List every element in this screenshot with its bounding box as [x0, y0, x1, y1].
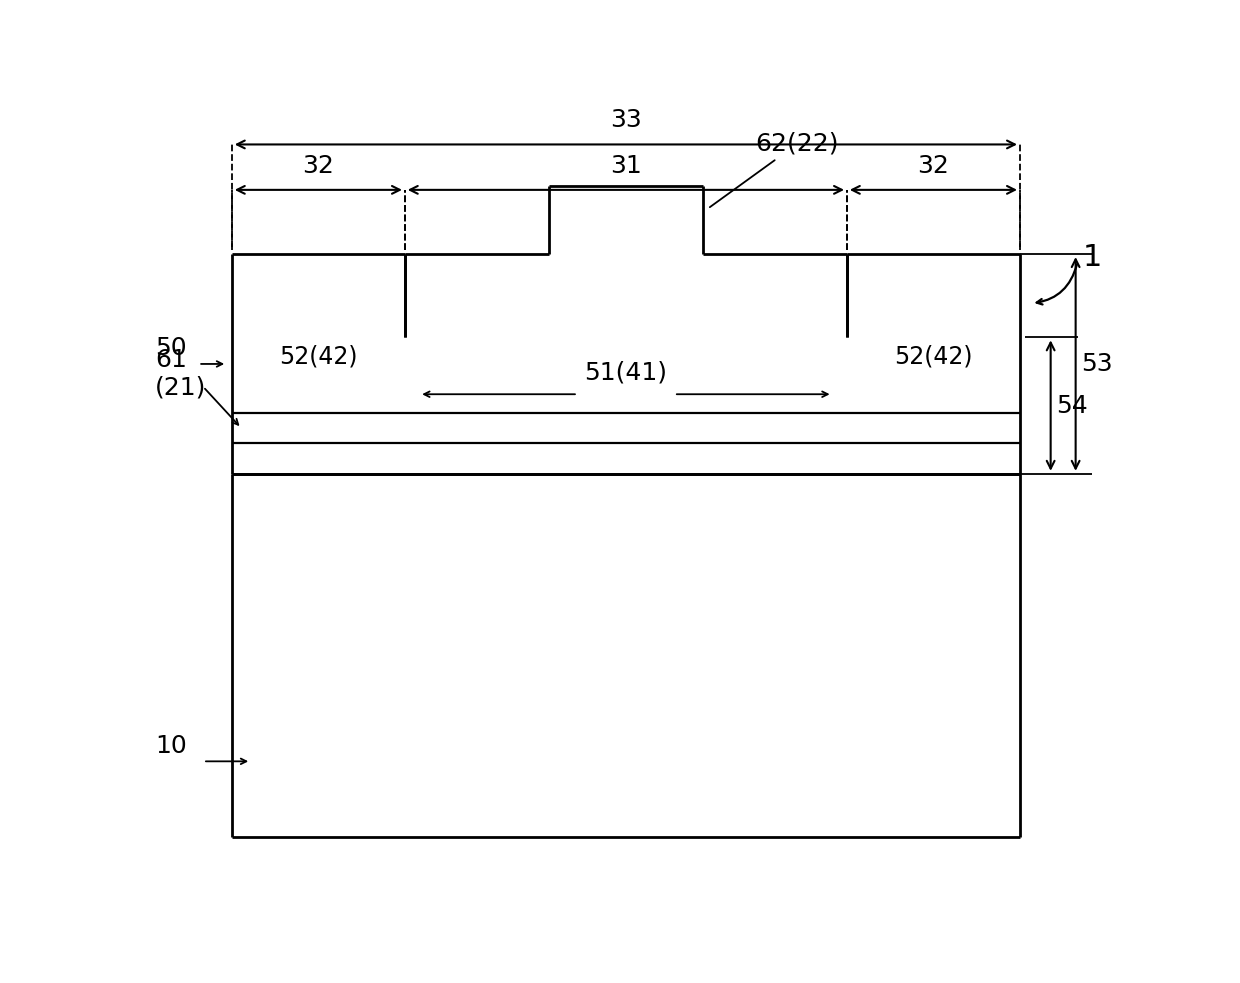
Text: (21): (21): [155, 376, 206, 399]
Text: 32: 32: [303, 153, 335, 178]
Text: 52(42): 52(42): [894, 344, 972, 369]
Text: 53: 53: [1081, 352, 1114, 376]
Text: 52(42): 52(42): [279, 344, 357, 369]
Text: 31: 31: [610, 153, 642, 178]
Text: 50: 50: [155, 336, 187, 360]
Text: 61: 61: [155, 348, 187, 372]
Text: 54: 54: [1056, 393, 1089, 418]
Text: 33: 33: [610, 108, 642, 133]
Text: 51(41): 51(41): [584, 361, 667, 384]
Text: 1: 1: [1083, 244, 1101, 272]
Text: 10: 10: [155, 733, 187, 758]
Text: 32: 32: [918, 153, 950, 178]
Text: 62(22): 62(22): [709, 132, 839, 207]
